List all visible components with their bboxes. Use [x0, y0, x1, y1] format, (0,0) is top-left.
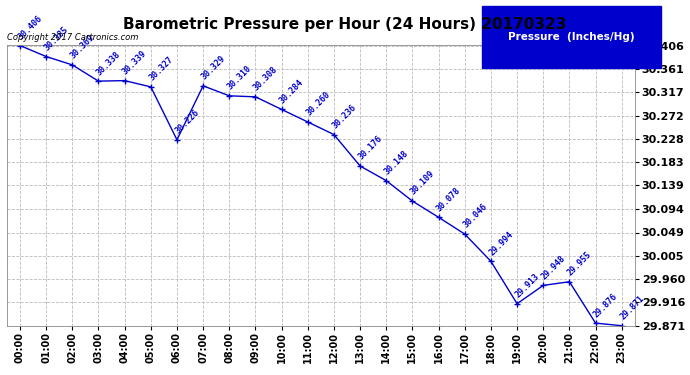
- Text: 30.284: 30.284: [278, 78, 306, 105]
- Text: 30.327: 30.327: [147, 55, 175, 83]
- Text: 29.876: 29.876: [592, 291, 620, 319]
- Text: 29.871: 29.871: [618, 294, 646, 321]
- Text: 30.176: 30.176: [357, 134, 384, 162]
- Text: Pressure  (Inches/Hg): Pressure (Inches/Hg): [508, 32, 635, 42]
- Text: 29.955: 29.955: [566, 250, 593, 278]
- Text: 29.913: 29.913: [513, 272, 541, 300]
- Text: Barometric Pressure per Hour (24 Hours) 20170323: Barometric Pressure per Hour (24 Hours) …: [124, 17, 566, 32]
- Text: 30.109: 30.109: [409, 170, 436, 197]
- Text: 30.148: 30.148: [383, 149, 411, 177]
- Text: 30.406: 30.406: [17, 14, 44, 41]
- Text: 30.308: 30.308: [252, 65, 279, 93]
- Text: 30.226: 30.226: [173, 108, 201, 136]
- Text: 29.948: 29.948: [540, 254, 567, 281]
- Text: Copyright 2017 Cartronics.com: Copyright 2017 Cartronics.com: [7, 33, 138, 42]
- Text: 30.236: 30.236: [331, 103, 358, 130]
- Text: 30.339: 30.339: [121, 49, 148, 76]
- Text: 30.369: 30.369: [69, 33, 97, 61]
- Text: 30.310: 30.310: [226, 64, 253, 92]
- Text: 29.994: 29.994: [487, 230, 515, 257]
- Text: 30.329: 30.329: [199, 54, 227, 82]
- Text: 30.338: 30.338: [95, 50, 122, 77]
- Text: 30.046: 30.046: [461, 202, 489, 230]
- Text: 30.078: 30.078: [435, 186, 462, 213]
- Text: 30.260: 30.260: [304, 90, 332, 118]
- Text: 30.385: 30.385: [43, 25, 70, 52]
